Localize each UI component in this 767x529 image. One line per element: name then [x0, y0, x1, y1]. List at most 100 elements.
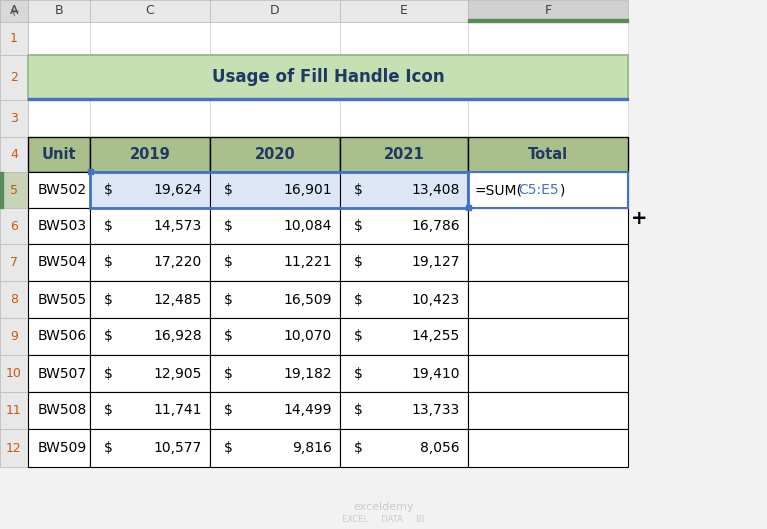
Text: 19,624: 19,624 — [153, 183, 202, 197]
Bar — [468, 55, 628, 100]
Bar — [90, 281, 210, 318]
Text: 9: 9 — [10, 330, 18, 343]
Text: A: A — [10, 5, 18, 17]
Bar — [468, 172, 628, 208]
Bar — [468, 429, 628, 467]
Text: 19,127: 19,127 — [412, 256, 460, 269]
Text: $: $ — [354, 183, 363, 197]
Bar — [0, 392, 28, 429]
Bar — [210, 318, 340, 355]
Text: $: $ — [104, 183, 113, 197]
Bar — [28, 55, 628, 100]
Bar — [340, 355, 468, 392]
Bar — [90, 172, 210, 208]
Bar — [28, 137, 90, 172]
Text: 2020: 2020 — [255, 147, 295, 162]
Text: 11,741: 11,741 — [153, 404, 202, 417]
Text: EXCEL  ·  DATA  ·  BI: EXCEL · DATA · BI — [342, 515, 425, 524]
Bar — [0, 281, 28, 318]
Bar — [468, 22, 628, 55]
Text: $: $ — [354, 256, 363, 269]
Text: $: $ — [224, 404, 233, 417]
Bar — [0, 208, 28, 244]
Bar — [468, 172, 628, 208]
Bar — [210, 0, 340, 22]
Bar — [340, 22, 468, 55]
Bar — [90, 22, 210, 55]
Bar — [210, 172, 340, 208]
Bar — [340, 281, 468, 318]
Bar — [28, 172, 90, 208]
Bar — [210, 208, 340, 244]
Bar — [210, 355, 340, 392]
Bar — [28, 172, 90, 208]
Text: 19,410: 19,410 — [412, 367, 460, 380]
Bar — [28, 244, 90, 281]
Bar — [468, 318, 628, 355]
Bar — [90, 281, 210, 318]
Bar — [210, 281, 340, 318]
Bar — [340, 318, 468, 355]
Bar — [0, 429, 28, 467]
Bar — [210, 429, 340, 467]
Text: 1: 1 — [10, 32, 18, 45]
Text: 2021: 2021 — [384, 147, 424, 162]
Bar — [340, 0, 468, 22]
Bar — [28, 244, 90, 281]
Bar — [90, 392, 210, 429]
Bar — [0, 55, 28, 100]
Bar — [210, 137, 340, 172]
Bar — [28, 55, 90, 100]
Bar — [468, 392, 628, 429]
Bar — [90, 244, 210, 281]
Bar — [28, 429, 90, 467]
Text: 13,408: 13,408 — [412, 183, 460, 197]
Bar — [90, 55, 210, 100]
Text: 8: 8 — [10, 293, 18, 306]
Bar — [468, 100, 628, 137]
Bar — [0, 392, 28, 429]
Text: B: B — [54, 5, 64, 17]
Text: BW505: BW505 — [38, 293, 87, 306]
Text: 19,182: 19,182 — [283, 367, 332, 380]
Text: Usage of Fill Handle Icon: Usage of Fill Handle Icon — [212, 68, 444, 87]
Bar — [90, 172, 468, 208]
Bar — [468, 392, 628, 429]
Text: $: $ — [104, 219, 113, 233]
Text: 9,816: 9,816 — [292, 441, 332, 455]
Bar — [90, 208, 210, 244]
Bar — [28, 392, 90, 429]
Bar — [340, 172, 468, 208]
Text: $: $ — [224, 367, 233, 380]
Text: 10,084: 10,084 — [284, 219, 332, 233]
Text: 7: 7 — [10, 256, 18, 269]
Bar — [0, 244, 28, 281]
Bar — [0, 55, 28, 100]
Bar — [210, 208, 340, 244]
Bar — [468, 355, 628, 392]
Text: 13,733: 13,733 — [412, 404, 460, 417]
Bar — [210, 137, 340, 172]
Bar — [340, 244, 468, 281]
Text: $: $ — [224, 219, 233, 233]
Text: Unit: Unit — [41, 147, 76, 162]
Bar — [28, 98, 628, 100]
Bar — [210, 100, 340, 137]
Text: $: $ — [224, 330, 233, 343]
Text: BW503: BW503 — [38, 219, 87, 233]
Text: $: $ — [354, 441, 363, 455]
Text: 6: 6 — [10, 220, 18, 233]
Text: 16,509: 16,509 — [284, 293, 332, 306]
Bar — [468, 137, 628, 172]
Bar — [340, 429, 468, 467]
Text: 3: 3 — [10, 112, 18, 125]
Bar — [340, 281, 468, 318]
Bar — [468, 208, 628, 244]
Bar — [466, 205, 471, 210]
Bar — [28, 392, 90, 429]
Text: BW504: BW504 — [38, 256, 87, 269]
Bar — [28, 137, 90, 172]
Text: BW506: BW506 — [38, 330, 87, 343]
Bar — [340, 137, 468, 172]
Bar — [210, 429, 340, 467]
